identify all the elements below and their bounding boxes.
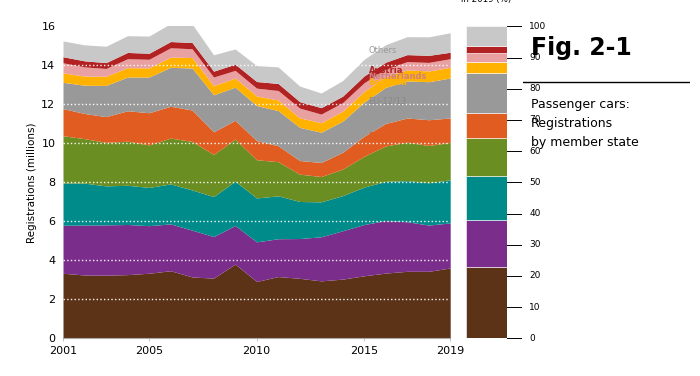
Bar (466, 138, 507, 176)
Text: 0: 0 (529, 334, 536, 343)
Text: France: France (368, 196, 400, 205)
Text: 100: 100 (529, 22, 547, 31)
Text: Others: Others (368, 46, 397, 55)
Text: Netherlands: Netherlands (368, 72, 427, 81)
Bar (466, 113, 507, 138)
Text: United Kingdom: United Kingdom (368, 232, 444, 241)
Text: 30: 30 (529, 240, 541, 249)
Text: 80: 80 (529, 84, 541, 93)
Text: Passenger cars:
Registrations
by member state: Passenger cars: Registrations by member … (531, 98, 639, 149)
Bar (466, 26, 507, 46)
Text: Market share EU-28
in 2019 (%): Market share EU-28 in 2019 (%) (444, 0, 529, 5)
Text: 90: 90 (529, 53, 541, 62)
Text: Spain: Spain (368, 132, 395, 141)
Text: 20: 20 (529, 271, 541, 280)
Text: 60: 60 (529, 147, 541, 156)
Bar (466, 53, 507, 62)
Bar (466, 176, 507, 220)
Bar (466, 73, 507, 113)
Bar (466, 46, 507, 53)
Bar (466, 267, 507, 338)
Text: 10: 10 (529, 303, 541, 312)
Bar (466, 220, 507, 267)
Text: Fig. 2-1: Fig. 2-1 (531, 36, 632, 60)
Text: Germany: Germany (368, 304, 411, 313)
Text: EU-12/13: EU-12/13 (368, 97, 407, 106)
Text: Italy: Italy (368, 163, 390, 172)
Text: Austria: Austria (368, 66, 402, 75)
Bar (466, 62, 507, 73)
Text: 70: 70 (529, 115, 541, 124)
Y-axis label: Registrations (millions): Registrations (millions) (27, 122, 37, 243)
Text: 40: 40 (529, 209, 541, 218)
Text: Belgium: Belgium (368, 78, 407, 87)
Text: 50: 50 (529, 178, 541, 187)
